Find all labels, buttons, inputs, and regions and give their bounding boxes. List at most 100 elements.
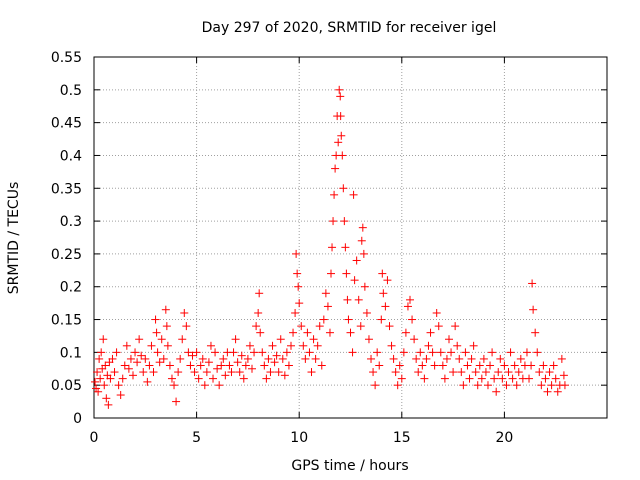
- data-point: [453, 341, 462, 350]
- data-point: [360, 282, 369, 291]
- data-point: [192, 348, 201, 357]
- data-point: [510, 361, 519, 370]
- data-point: [188, 351, 197, 360]
- data-point: [248, 364, 257, 373]
- data-point: [512, 381, 521, 390]
- data-point: [465, 374, 474, 383]
- data-point: [239, 374, 248, 383]
- data-point: [202, 368, 211, 377]
- data-point: [371, 381, 380, 390]
- data-point: [91, 377, 100, 386]
- data-point: [471, 368, 480, 377]
- data-point: [272, 351, 281, 360]
- data-point: [508, 374, 517, 383]
- x-tick-label: 0: [90, 430, 99, 446]
- data-point: [151, 315, 160, 324]
- data-points: [91, 85, 569, 409]
- data-point: [254, 308, 263, 317]
- data-point: [96, 374, 105, 383]
- data-point: [161, 305, 170, 314]
- data-point: [447, 348, 456, 357]
- data-point: [432, 308, 441, 317]
- data-point: [93, 368, 102, 377]
- data-point: [321, 289, 330, 298]
- data-point: [331, 164, 340, 173]
- data-point: [299, 341, 308, 350]
- data-point: [549, 361, 558, 370]
- data-point: [481, 368, 490, 377]
- y-axis: 0 0.05 0.1 0.15 0.2 0.25 0.3 0.35 0.4 0.45 0.5 0.55: [51, 50, 607, 427]
- data-point: [190, 368, 199, 377]
- data-point: [215, 381, 224, 390]
- data-point: [560, 381, 569, 390]
- data-point: [278, 354, 287, 363]
- data-point: [145, 361, 154, 370]
- data-point: [252, 322, 261, 331]
- data-point: [92, 384, 101, 393]
- data-point: [406, 295, 415, 304]
- data-point: [358, 223, 367, 232]
- data-point: [233, 358, 242, 367]
- data-point: [547, 381, 556, 390]
- data-point: [375, 361, 384, 370]
- data-point: [260, 361, 269, 370]
- data-point: [553, 387, 562, 396]
- y-tick-label: 0.1: [60, 345, 82, 361]
- data-point: [477, 374, 486, 383]
- data-point: [329, 217, 338, 226]
- data-point: [266, 368, 275, 377]
- data-point: [486, 361, 495, 370]
- data-point: [229, 348, 238, 357]
- x-tick-label: 5: [192, 430, 201, 446]
- data-point: [426, 328, 435, 337]
- data-point: [490, 374, 499, 383]
- y-tick-label: 0.2: [60, 280, 82, 296]
- x-axis: 0 5 10 15 20: [90, 57, 513, 446]
- data-point: [114, 381, 123, 390]
- data-point: [101, 361, 110, 370]
- data-point: [280, 371, 289, 380]
- data-point: [403, 302, 412, 311]
- y-tick-label: 0.25: [51, 247, 82, 263]
- data-point: [100, 381, 109, 390]
- data-point: [284, 361, 293, 370]
- data-point: [194, 374, 203, 383]
- data-point: [461, 348, 470, 357]
- data-point: [533, 348, 542, 357]
- data-point: [346, 328, 355, 337]
- data-point: [307, 368, 316, 377]
- data-point: [255, 289, 264, 298]
- x-tick-label: 15: [393, 430, 411, 446]
- x-axis-label: GPS time / hours: [291, 458, 408, 474]
- data-point: [451, 322, 460, 331]
- data-point: [95, 354, 104, 363]
- y-tick-label: 0: [73, 411, 82, 427]
- y-tick-label: 0.45: [51, 116, 82, 132]
- data-point: [149, 368, 158, 377]
- data-point: [301, 354, 310, 363]
- data-point: [99, 335, 108, 344]
- data-point: [473, 381, 482, 390]
- data-point: [412, 354, 421, 363]
- data-point: [153, 348, 162, 357]
- data-point: [442, 354, 451, 363]
- data-point: [537, 381, 546, 390]
- data-point: [204, 358, 213, 367]
- data-point: [344, 315, 353, 324]
- data-point: [106, 374, 115, 383]
- data-point: [438, 361, 447, 370]
- data-point: [120, 361, 129, 370]
- data-point: [457, 368, 466, 377]
- data-point: [294, 282, 303, 291]
- data-point: [343, 295, 352, 304]
- data-point: [309, 335, 318, 344]
- data-point: [276, 335, 285, 344]
- data-point: [436, 348, 445, 357]
- y-tick-label: 0.3: [60, 214, 82, 230]
- data-point: [395, 361, 404, 370]
- data-point: [122, 341, 131, 350]
- data-point: [110, 368, 119, 377]
- data-point: [383, 276, 392, 285]
- data-point: [434, 322, 443, 331]
- data-point: [286, 341, 295, 350]
